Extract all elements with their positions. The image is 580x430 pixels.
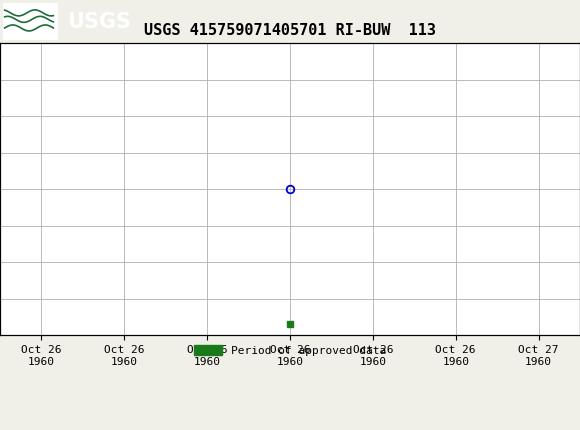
Title: USGS 415759071405701 RI-BUW  113: USGS 415759071405701 RI-BUW 113 <box>144 23 436 38</box>
Text: USGS: USGS <box>67 12 130 31</box>
Legend: Period of approved data: Period of approved data <box>190 341 390 361</box>
Bar <box>3 3 58 40</box>
